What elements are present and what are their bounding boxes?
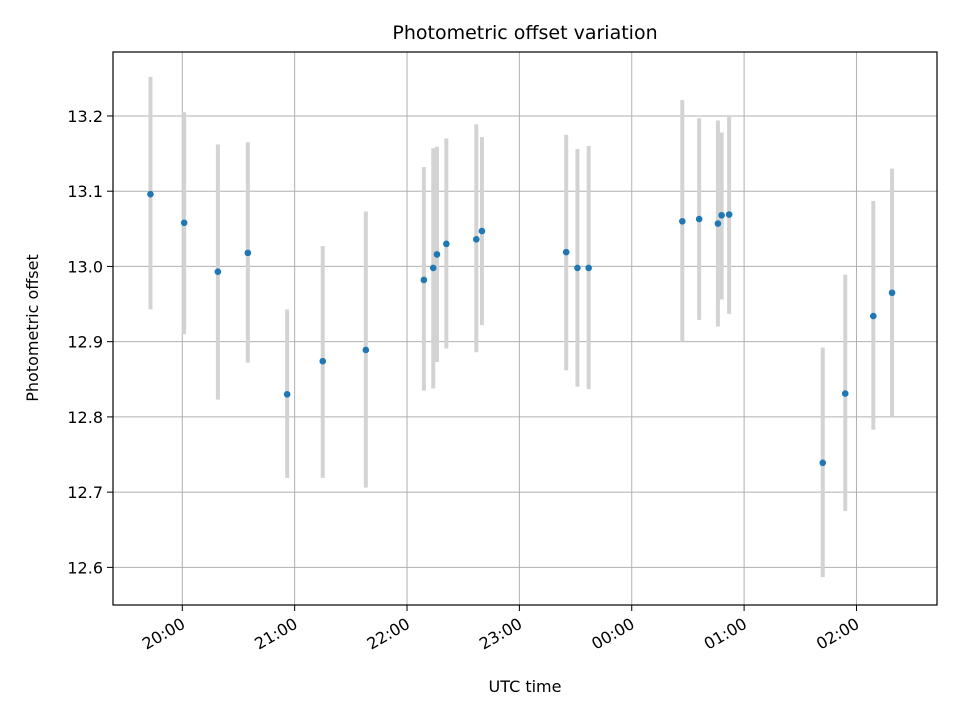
x-tick-label: 21:00 — [251, 614, 300, 654]
gridlines — [113, 52, 937, 605]
data-point — [574, 264, 581, 272]
y-axis-label: Photometric offset — [23, 254, 42, 402]
data-point — [695, 215, 703, 223]
data-point — [718, 211, 725, 219]
data-point — [714, 220, 722, 227]
data-points — [147, 190, 896, 467]
data-point — [420, 276, 428, 284]
x-tick-label: 20:00 — [139, 614, 188, 654]
x-tick: 01:00 — [701, 605, 750, 654]
data-point — [147, 190, 154, 198]
x-axis-label: UTC time — [489, 677, 562, 696]
data-point — [841, 390, 849, 397]
data-point — [562, 248, 570, 256]
y-tick: 13.0 — [67, 257, 113, 276]
y-tick: 12.7 — [67, 483, 113, 502]
y-tick-label: 13.0 — [67, 257, 103, 276]
y-tick-label: 12.7 — [67, 483, 103, 502]
data-point — [478, 227, 486, 235]
y-tick-label: 12.9 — [67, 333, 103, 352]
x-tick: 22:00 — [364, 605, 413, 654]
y-tick: 12.9 — [67, 333, 113, 352]
x-tick-label: 22:00 — [364, 614, 413, 654]
y-tick-label: 13.1 — [67, 182, 103, 201]
y-tick-label: 13.2 — [67, 107, 103, 126]
data-point — [870, 312, 877, 320]
x-tick-label: 00:00 — [588, 614, 637, 654]
chart-title: Photometric offset variation — [392, 22, 657, 44]
y-tick: 12.6 — [67, 558, 113, 577]
y-axis-ticks: 12.6 12.7 12.8 12.9 13.0 13.1 13.2 — [67, 107, 113, 577]
data-point — [888, 289, 896, 297]
x-tick: 00:00 — [588, 605, 638, 654]
error-bars — [148, 76, 895, 578]
data-point — [473, 236, 480, 243]
data-point — [180, 219, 188, 227]
x-tick-label: 01:00 — [701, 614, 750, 654]
y-tick: 13.1 — [67, 182, 113, 201]
data-point — [362, 346, 370, 354]
x-tick: 21:00 — [251, 605, 301, 654]
data-point — [283, 391, 291, 398]
data-point — [819, 459, 827, 467]
x-tick: 23:00 — [476, 605, 525, 654]
data-point — [679, 217, 686, 225]
y-tick-label: 12.8 — [67, 408, 103, 427]
y-tick: 13.2 — [67, 107, 113, 126]
x-axis-ticks: 20:00 21:00 22:00 23:00 00:00 01:00 02:00 — [139, 605, 862, 654]
data-point — [244, 249, 252, 257]
plot-frame — [112, 51, 938, 606]
y-tick-label: 12.6 — [67, 558, 103, 577]
y-tick: 12.8 — [67, 408, 113, 427]
data-point — [429, 264, 437, 272]
data-point — [443, 240, 450, 248]
x-tick-label: 23:00 — [476, 614, 525, 654]
x-tick-label: 02:00 — [813, 614, 862, 654]
data-point — [585, 264, 592, 272]
x-tick: 02:00 — [813, 605, 862, 654]
data-point — [725, 211, 733, 218]
data-point — [433, 251, 441, 258]
x-tick: 20:00 — [139, 605, 188, 654]
data-point — [214, 268, 222, 275]
data-point — [319, 357, 327, 365]
